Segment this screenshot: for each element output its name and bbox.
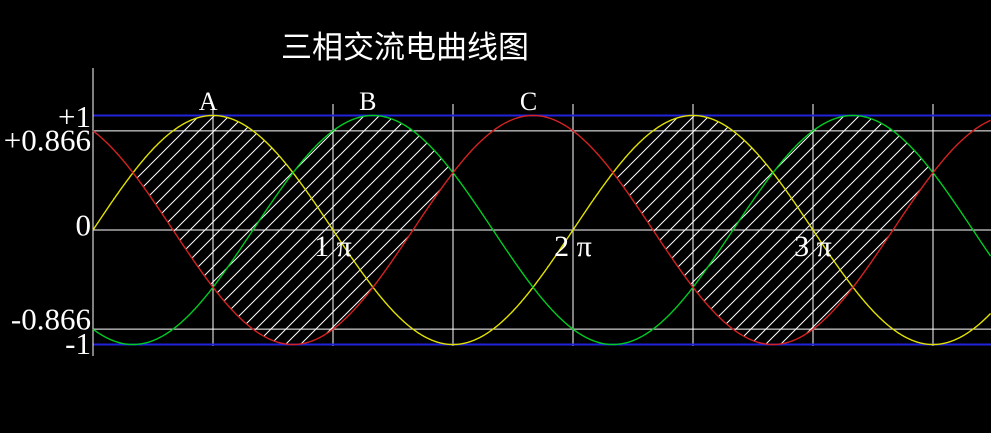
y-tick-label: +0.866	[4, 122, 91, 157]
y-tick-label: -1	[65, 326, 91, 361]
x-tick-label: 1 π	[314, 230, 352, 263]
y-tick-label: +1	[58, 99, 91, 134]
curve-phase-a	[92, 114, 991, 346]
y-tick-label: -0.866	[11, 302, 91, 337]
y-tick-label: 0	[76, 208, 92, 243]
x-tick-label: 3 π	[794, 230, 832, 263]
curve-phase-b	[92, 114, 991, 346]
curve-label-c: C	[520, 87, 537, 116]
hatched-region	[133, 115, 453, 345]
x-tick-label: 2 π	[554, 230, 592, 263]
curve-label-a: A	[199, 87, 218, 116]
hatched-region	[613, 115, 933, 345]
curve-label-b: B	[359, 87, 376, 116]
chart-title: 三相交流电曲线图	[281, 30, 529, 65]
curve-phase-c	[92, 114, 991, 346]
